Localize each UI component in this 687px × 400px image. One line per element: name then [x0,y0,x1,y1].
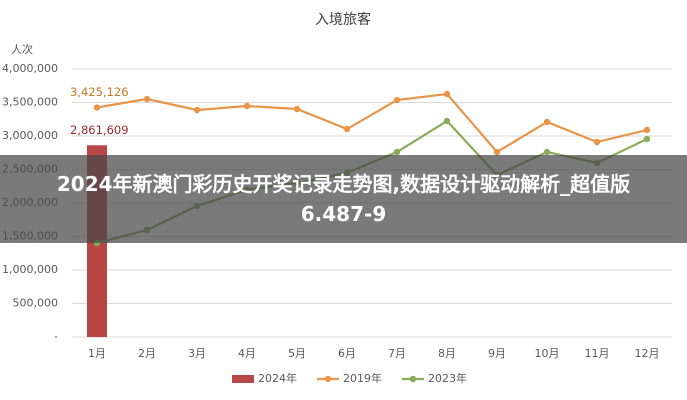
legend-label: 2023年 [428,371,467,385]
x-tick-label: 2月 [138,347,156,360]
x-tick-label: 10月 [535,347,560,360]
x-tick-label: 6月 [338,347,356,360]
legend-marker [324,375,332,383]
legend-label: 2024年 [258,371,297,385]
overlay-banner: 2024年新澳门彩历史开奖记录走势图,数据设计驱动解析_超值版6.487-9 [0,155,687,243]
x-tick-label: 9月 [488,347,506,360]
marker [443,90,451,98]
y-tick-label: - [54,330,58,343]
marker [393,148,401,156]
marker [93,104,101,111]
x-tick-label: 7月 [388,347,406,360]
marker [193,106,201,114]
line [96,92,648,154]
marker [543,148,551,156]
legend-label: 2019年 [343,371,382,385]
marker [293,105,301,113]
y-tick-label: 1,000,000 [2,263,58,276]
marker [543,118,551,126]
overlay-text: 2024年新澳门彩历史开奖记录走势图,数据设计驱动解析_超值版6.487-9 [56,172,631,226]
x-tick-label: 1月 [88,347,106,360]
x-tick-label: 5月 [288,347,306,360]
marker [143,95,151,103]
y-tick-label: 500,000 [13,297,59,310]
x-tick-label: 11月 [585,347,610,360]
marker [593,138,601,146]
y-axis-label: 人次 [11,42,33,56]
y-tick-label: 4,000,000 [2,62,58,75]
marker [643,135,651,143]
legend-marker [409,375,417,383]
x-tick-label: 8月 [438,347,456,360]
marker [493,148,501,156]
marker [343,125,351,133]
x-tick-label: 3月 [188,347,206,360]
marker [443,117,451,125]
y-tick-label: 3,000,000 [2,129,58,142]
y-tick-label: 3,500,000 [2,96,58,109]
x-tick-label: 12月 [635,347,660,360]
legend-swatch [232,375,254,383]
marker [643,126,651,134]
chart-title: 入境旅客 [315,11,371,28]
x-tick-label: 4月 [238,347,256,360]
data-label: 2,861,609 [70,123,129,137]
data-label: 3,425,126 [70,85,129,99]
marker [393,96,401,104]
marker [243,102,251,110]
